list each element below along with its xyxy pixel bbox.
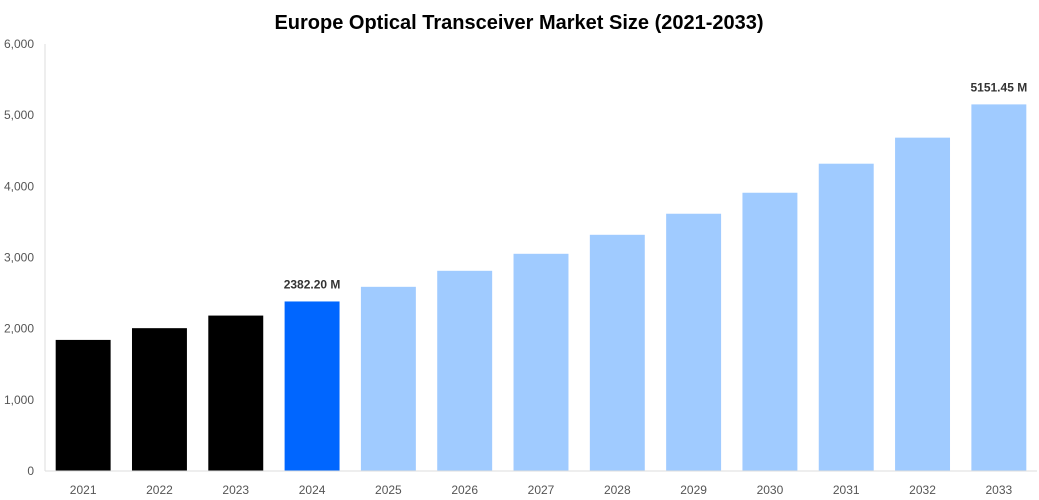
bar-2029 [666, 213, 722, 472]
x-tick-label: 2030 [757, 483, 784, 497]
x-tick-label: 2029 [680, 483, 707, 497]
bar-2023 [208, 315, 264, 471]
data-label: 5151.45 M [970, 80, 1027, 94]
bar-2024 [284, 301, 340, 471]
bar-2030 [742, 192, 798, 471]
bar-2022 [131, 328, 187, 471]
x-tick-label: 2024 [299, 483, 326, 497]
y-tick-label: 5,000 [4, 108, 34, 122]
bar-2028 [589, 234, 645, 471]
y-tick-label: 0 [27, 464, 34, 478]
x-tick-label: 2031 [833, 483, 860, 497]
y-tick-label: 4,000 [4, 179, 34, 193]
x-tick-label: 2021 [70, 483, 97, 497]
bar-2033 [971, 104, 1027, 471]
x-tick-label: 2023 [222, 483, 249, 497]
y-tick-label: 1,000 [4, 393, 34, 407]
bars [55, 104, 1027, 472]
x-tick-label: 2025 [375, 483, 402, 497]
y-axis: 0 1,000 2,000 3,000 4,000 5,000 6,000 [4, 37, 46, 478]
bar-2025 [360, 286, 416, 471]
x-tick-label: 2022 [146, 483, 173, 497]
x-tick-label: 2033 [985, 483, 1012, 497]
bar-2031 [818, 163, 874, 471]
bar-2027 [513, 253, 569, 471]
data-label: 2382.20 M [284, 277, 341, 291]
bar-2026 [437, 270, 493, 471]
bar-2021 [55, 339, 111, 471]
bar-2032 [895, 137, 951, 471]
y-tick-label: 2,000 [4, 322, 34, 336]
y-tick-label: 6,000 [4, 37, 34, 51]
chart-title: Europe Optical Transceiver Market Size (… [274, 12, 763, 34]
x-tick-label: 2028 [604, 483, 631, 497]
x-axis: 2021 2022 2023 2024 2025 2026 2027 2028 2029 2030… [45, 470, 1037, 497]
x-tick-label: 2032 [909, 483, 936, 497]
y-tick-label: 3,000 [4, 251, 34, 265]
x-tick-label: 2026 [451, 483, 478, 497]
data-labels: 2382.20 M 5151.45 M [284, 80, 1027, 291]
x-tick-label: 2027 [528, 483, 555, 497]
